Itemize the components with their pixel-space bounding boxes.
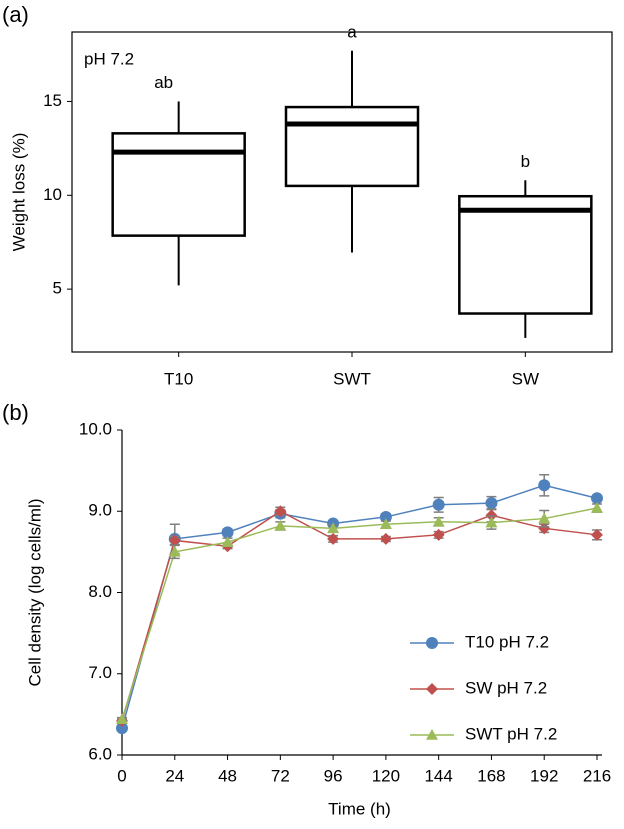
data-point bbox=[327, 522, 340, 534]
data-point bbox=[116, 722, 128, 735]
group-letter: a bbox=[347, 22, 357, 41]
data-point bbox=[591, 492, 603, 505]
y-tick-label: 10.0 bbox=[79, 419, 112, 438]
x-tick-label: 0 bbox=[117, 766, 126, 785]
y-tick-label: 15 bbox=[43, 91, 62, 110]
x-tick-label: SWT bbox=[333, 369, 371, 388]
data-point bbox=[538, 512, 551, 524]
legend-marker bbox=[426, 683, 438, 695]
x-tick-label: SW bbox=[512, 369, 539, 388]
data-point bbox=[168, 545, 181, 557]
data-point bbox=[485, 509, 498, 522]
data-point bbox=[432, 528, 445, 541]
x-tick-label: 120 bbox=[372, 766, 400, 785]
data-point bbox=[221, 536, 234, 547]
data-point bbox=[485, 516, 498, 528]
x-tick-label: 48 bbox=[218, 766, 237, 785]
x-tick-label: 168 bbox=[477, 766, 505, 785]
x-tick-label: 192 bbox=[530, 766, 558, 785]
x-tick-label: T10 bbox=[164, 369, 193, 388]
y-tick-label: 7.0 bbox=[88, 663, 112, 682]
panel-label: (a) bbox=[2, 2, 29, 27]
y-tick-label: 8.0 bbox=[88, 582, 112, 601]
data-point bbox=[116, 713, 128, 725]
y-tick-label: 5 bbox=[53, 279, 62, 298]
data-point bbox=[274, 505, 287, 518]
data-point bbox=[379, 532, 392, 545]
data-point bbox=[379, 510, 392, 523]
y-tick-label: 10 bbox=[43, 185, 62, 204]
data-point bbox=[538, 522, 551, 535]
x-tick-label: 24 bbox=[165, 766, 184, 785]
annotation: pH 7.2 bbox=[84, 49, 134, 68]
data-point bbox=[379, 518, 392, 530]
data-point bbox=[274, 519, 287, 531]
data-point bbox=[168, 534, 181, 547]
data-point bbox=[432, 515, 445, 527]
data-point bbox=[591, 502, 603, 513]
data-point bbox=[591, 528, 603, 541]
legend-marker bbox=[426, 729, 438, 740]
box bbox=[284, 105, 420, 188]
y-axis-label: Weight loss (%) bbox=[9, 133, 28, 252]
legend-marker bbox=[426, 637, 438, 649]
box bbox=[458, 194, 593, 315]
x-tick-label: 144 bbox=[424, 766, 452, 785]
legend-label: T10 pH 7.2 bbox=[465, 632, 549, 651]
group-letter: ab bbox=[154, 73, 173, 92]
data-point bbox=[327, 532, 340, 545]
plot-frame bbox=[71, 31, 613, 353]
data-point bbox=[432, 498, 445, 511]
legend-label: SWT pH 7.2 bbox=[465, 724, 557, 743]
series-line bbox=[121, 484, 598, 729]
y-axis-label: Cell density (log cells/ml) bbox=[25, 499, 44, 687]
x-tick-label: 216 bbox=[583, 766, 611, 785]
data-point bbox=[485, 497, 498, 510]
box bbox=[111, 132, 246, 237]
series-line bbox=[121, 507, 598, 720]
panel-label: (b) bbox=[2, 400, 29, 425]
legend-label: SW pH 7.2 bbox=[465, 678, 547, 697]
x-tick-label: 96 bbox=[324, 766, 343, 785]
y-tick-label: 6.0 bbox=[88, 744, 112, 763]
x-axis-label: Time (h) bbox=[328, 799, 391, 818]
series-line bbox=[121, 510, 598, 722]
group-letter: b bbox=[521, 152, 530, 171]
data-point bbox=[221, 526, 234, 539]
x-tick-label: 72 bbox=[271, 766, 290, 785]
y-tick-label: 9.0 bbox=[88, 501, 112, 520]
data-point bbox=[538, 479, 551, 492]
